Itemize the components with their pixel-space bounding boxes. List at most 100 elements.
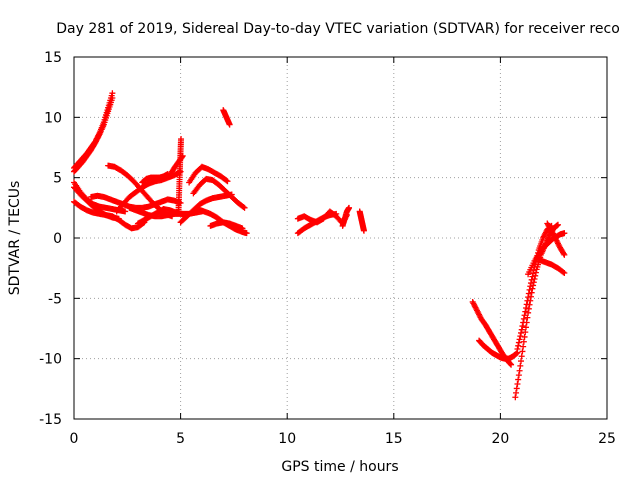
y-tick-label: 5 <box>53 171 62 187</box>
data-point <box>512 394 519 401</box>
data-point-interp <box>528 276 535 283</box>
data-point-interp <box>520 315 527 322</box>
x-tick-label: 0 <box>70 431 79 447</box>
data-point <box>520 338 527 345</box>
data-point-interp <box>513 385 520 392</box>
data-point-interp <box>520 343 527 350</box>
data-point-interp <box>519 348 526 355</box>
data-point-interp <box>518 329 525 336</box>
series-arc-t <box>356 208 367 234</box>
data-point-interp <box>520 319 527 326</box>
data-point <box>554 221 561 228</box>
data-point-interp <box>521 312 528 319</box>
data-point <box>525 309 532 316</box>
grid <box>74 57 607 419</box>
x-tick-label: 5 <box>176 431 185 447</box>
x-tick-label: 25 <box>598 431 616 447</box>
data-point-interp <box>223 177 230 184</box>
series-arc-y <box>525 230 568 278</box>
series-arc-m <box>190 175 248 211</box>
x-tick-label: 15 <box>385 431 403 447</box>
y-tick-label: -15 <box>39 412 62 428</box>
series-arc-u <box>469 298 515 368</box>
y-axis-label: SDTVAR / TECUs <box>7 181 23 296</box>
series-arc-c <box>71 184 122 222</box>
data-point-interp <box>518 358 525 365</box>
data-point-interp <box>530 270 537 277</box>
y-tick-label: -10 <box>39 352 62 368</box>
data-point <box>346 204 353 211</box>
plot-frame <box>73 56 608 420</box>
data-point <box>516 367 523 374</box>
data-point-interp <box>522 308 529 315</box>
data-point-interp <box>521 333 528 340</box>
data-point <box>109 95 116 102</box>
series-arc-l <box>186 163 231 186</box>
data-point-interp <box>526 286 533 293</box>
series-arc-p <box>220 107 233 128</box>
x-axis-label: GPS time / hours <box>281 459 398 475</box>
data-point-interp <box>524 297 531 304</box>
series-arc-aa <box>544 220 568 258</box>
data-point <box>561 269 568 276</box>
data-point-interp <box>507 360 514 367</box>
data-point-interp <box>560 269 567 276</box>
data-point <box>115 215 122 222</box>
data-point <box>508 361 515 368</box>
data-point <box>224 178 231 185</box>
data-point-interp <box>529 273 536 280</box>
data-point-interp <box>525 294 532 301</box>
series-arc-d <box>88 192 184 211</box>
data-point <box>239 225 246 232</box>
data-point <box>561 251 568 258</box>
chart-title: Day 281 of 2019, Sidereal Day-to-day VTE… <box>56 21 620 37</box>
data-point-interp <box>517 333 524 340</box>
series-arc-v <box>476 337 521 362</box>
series-arc-o <box>207 219 246 232</box>
y-tick-label: 10 <box>44 110 62 126</box>
data-point <box>241 204 248 211</box>
data-point <box>178 136 185 143</box>
series-arc-s <box>339 204 353 229</box>
axis-ticks <box>73 56 608 420</box>
series-arc-r <box>294 208 350 227</box>
data-point <box>561 230 568 237</box>
data-point-interp <box>515 342 522 349</box>
data-point <box>360 227 367 234</box>
data-point-interp <box>523 301 530 308</box>
data-point <box>179 152 186 159</box>
data-point-interp <box>517 362 524 369</box>
data-point-interp <box>522 329 529 336</box>
data-point-interp <box>514 381 521 388</box>
data-point-interp <box>519 323 526 330</box>
data-point <box>522 304 529 311</box>
series-arc-j <box>166 152 186 179</box>
data-point-interp <box>525 290 532 297</box>
data-point <box>226 121 233 128</box>
data-point <box>527 283 534 290</box>
data-point-interp <box>240 204 247 211</box>
y-tick-label: -5 <box>48 291 62 307</box>
data-point-interp <box>522 324 529 331</box>
data-point-interp <box>513 389 520 396</box>
y-tick-label: 0 <box>53 231 62 247</box>
series-arc-rising-2 <box>71 95 116 175</box>
x-tick-label: 10 <box>278 431 296 447</box>
data-point <box>518 326 525 333</box>
data-point <box>122 208 129 215</box>
data-point-interp <box>179 153 186 160</box>
data-point-interp <box>515 372 522 379</box>
axis-tick-labels: 0 5 10 15 20 25 -15 -10 -5 0 5 10 15 <box>39 50 616 447</box>
data-points <box>71 90 568 401</box>
data-point-interp <box>515 376 522 383</box>
y-tick-label: 15 <box>44 50 62 66</box>
data-point <box>243 230 250 237</box>
data-point <box>514 346 521 353</box>
data-point-interp <box>560 250 567 257</box>
data-point-interp <box>515 339 522 346</box>
data-point-interp <box>527 280 534 287</box>
data-point-interp <box>525 305 532 312</box>
x-tick-label: 20 <box>491 431 509 447</box>
data-point-interp <box>516 336 523 343</box>
